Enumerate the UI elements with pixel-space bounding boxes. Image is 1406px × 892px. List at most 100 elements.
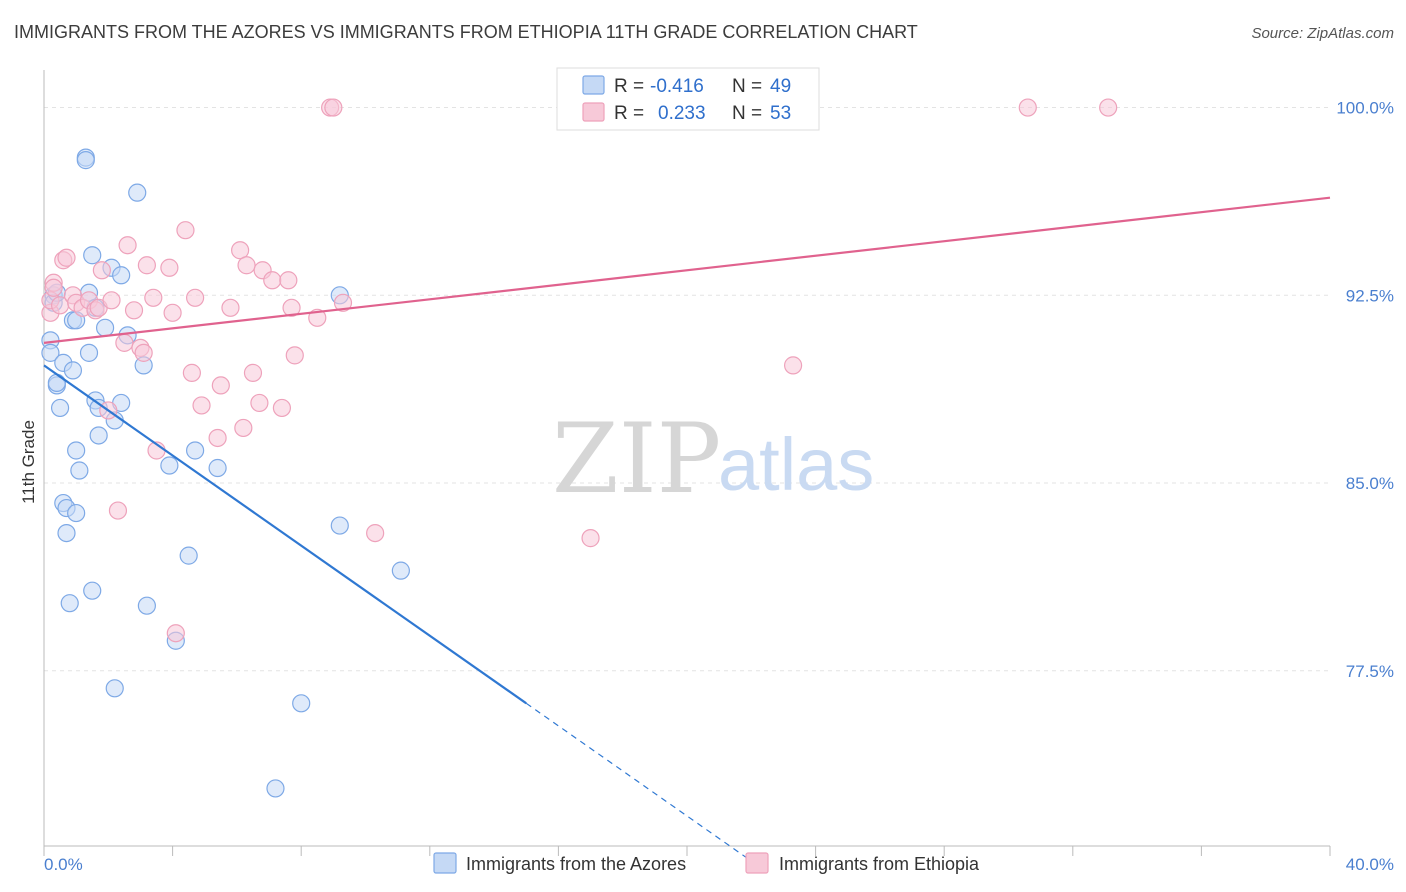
point-azores: [63, 361, 83, 380]
watermark-atlas: atlas: [718, 423, 874, 506]
point-azores: [292, 694, 311, 713]
point-ethiopia: [783, 356, 803, 375]
y-tick-labels: 77.5% 85.0% 92.5% 100.0%: [1336, 99, 1394, 681]
point-azores: [128, 183, 147, 202]
point-ethiopia: [221, 298, 240, 317]
stats-legend: R = -0.416 N = 49 R = 0.233 N = 53: [556, 67, 820, 131]
stats-legend-n-value-ethiopia: 53: [770, 103, 791, 124]
point-ethiopia: [137, 256, 156, 275]
chart-title: IMMIGRANTS FROM THE AZORES VS IMMIGRANTS…: [14, 22, 918, 42]
point-ethiopia: [285, 346, 304, 365]
point-azores: [60, 594, 79, 613]
point-azores: [179, 546, 198, 565]
stats-legend-r-label-ethiopia: R =: [614, 103, 644, 124]
trend-line-azores: [43, 364, 527, 705]
point-ethiopia: [118, 236, 137, 255]
point-azores: [95, 318, 115, 337]
point-azores: [50, 398, 70, 418]
x-tick-label-min: 0.0%: [44, 855, 83, 874]
point-azores: [83, 246, 102, 265]
point-ethiopia: [234, 418, 253, 438]
stats-legend-r-value-ethiopia: 0.233: [658, 103, 706, 124]
watermark: ZIP atlas: [552, 403, 874, 515]
point-azores: [105, 679, 124, 698]
trend-layer: [43, 196, 1331, 862]
point-azores: [47, 373, 66, 393]
point-ethiopia: [108, 501, 128, 520]
point-ethiopia: [1099, 98, 1118, 117]
point-azores: [330, 516, 349, 535]
point-ethiopia: [333, 293, 353, 312]
stats-legend-r-label-azores: R =: [614, 76, 644, 97]
series-legend: Immigrants from the Azores Immigrants fr…: [433, 852, 980, 874]
y-tick-label: 77.5%: [1346, 662, 1394, 681]
point-ethiopia: [166, 624, 185, 643]
point-ethiopia: [44, 278, 63, 297]
point-ethiopia: [279, 271, 298, 290]
point-ethiopia: [160, 258, 179, 277]
point-ethiopia: [282, 298, 301, 317]
point-azores: [89, 426, 108, 445]
point-azores: [79, 343, 99, 362]
point-ethiopia: [182, 363, 201, 382]
axis-layer: [43, 70, 1331, 856]
point-ethiopia: [208, 428, 227, 448]
y-tick-label: 85.0%: [1346, 474, 1394, 493]
point-ethiopia: [272, 398, 292, 418]
point-ethiopia: [124, 301, 144, 320]
point-azores: [266, 779, 285, 798]
point-ethiopia: [231, 241, 250, 260]
point-azores: [112, 266, 131, 285]
point-azores: [70, 461, 89, 480]
watermark-zip: ZIP: [552, 403, 721, 515]
trend-line-azores-extension: [525, 702, 752, 862]
point-ethiopia: [102, 291, 121, 310]
stats-legend-n-value-azores: 49: [770, 76, 791, 97]
point-azores: [208, 458, 227, 478]
y-tick-label: 100.0%: [1336, 99, 1394, 118]
point-ethiopia: [186, 288, 205, 307]
stats-legend-r-value-azores: -0.416: [650, 76, 704, 97]
stats-legend-n-label-azores: N =: [732, 76, 762, 97]
point-azores: [76, 151, 95, 170]
point-ethiopia: [92, 261, 111, 280]
point-ethiopia: [243, 363, 263, 382]
series-legend-label-azores: Immigrants from the Azores: [466, 854, 686, 874]
point-ethiopia: [176, 221, 195, 240]
y-tick-label: 92.5%: [1346, 286, 1394, 305]
series-legend-label-ethiopia: Immigrants from Ethiopia: [779, 854, 980, 874]
point-azores: [186, 441, 205, 460]
grid-layer: [44, 107, 1330, 672]
point-ethiopia: [144, 288, 163, 307]
point-azores: [67, 441, 86, 460]
point-ethiopia: [211, 376, 230, 395]
point-ethiopia: [250, 393, 269, 413]
point-ethiopia: [237, 256, 256, 275]
point-ethiopia: [1018, 98, 1037, 117]
x-tick-label-max: 40.0%: [1346, 855, 1394, 874]
points-layer: [41, 98, 1118, 798]
point-ethiopia: [115, 333, 134, 352]
point-ethiopia: [163, 303, 182, 322]
stats-legend-swatch-ethiopia: [582, 102, 605, 122]
series-legend-swatch-azores: [433, 852, 457, 874]
point-azores: [137, 596, 156, 615]
y-axis-label: 11th Grade: [19, 420, 38, 504]
point-azores: [57, 523, 76, 543]
point-azores: [160, 456, 179, 475]
chart-source: Source: ZipAtlas.com: [1251, 25, 1394, 42]
trend-line-ethiopia: [43, 196, 1331, 344]
point-azores: [41, 343, 60, 362]
point-ethiopia: [57, 248, 76, 267]
point-ethiopia: [192, 396, 211, 415]
point-ethiopia: [134, 343, 153, 362]
stats-legend-n-label-ethiopia: N =: [732, 103, 762, 124]
point-ethiopia: [581, 529, 600, 548]
point-ethiopia: [263, 271, 282, 290]
stats-legend-swatch-azores: [582, 75, 605, 95]
point-ethiopia: [366, 523, 385, 543]
series-legend-swatch-ethiopia: [745, 852, 769, 874]
point-azores: [391, 561, 410, 580]
point-azores: [67, 503, 86, 523]
